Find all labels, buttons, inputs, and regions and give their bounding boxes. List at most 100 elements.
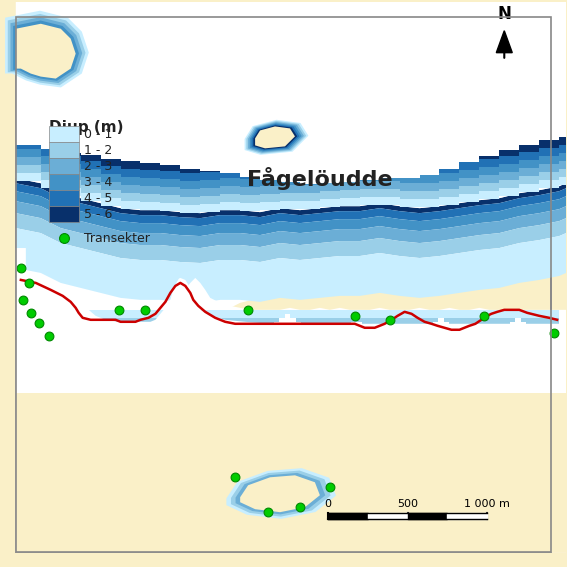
Bar	[160, 171, 180, 179]
Bar	[142, 326, 147, 334]
Bar	[345, 318, 350, 326]
Bar	[200, 180, 220, 188]
Bar	[340, 310, 345, 318]
Bar	[81, 185, 100, 193]
Bar	[340, 326, 345, 330]
Bar	[483, 326, 488, 334]
Bar	[559, 169, 566, 177]
Bar	[49, 326, 54, 334]
Bar	[539, 149, 559, 156]
Bar	[411, 310, 416, 318]
Bar	[49, 190, 79, 206]
Bar	[537, 310, 543, 318]
Bar	[307, 326, 312, 330]
Bar	[49, 174, 79, 190]
Bar	[519, 176, 539, 184]
Bar	[329, 310, 334, 318]
Bar	[41, 172, 61, 180]
Bar	[131, 318, 137, 326]
Bar	[488, 318, 493, 326]
Bar	[466, 334, 471, 338]
Bar	[543, 326, 548, 334]
Bar	[373, 310, 378, 318]
Bar	[479, 159, 500, 167]
Bar	[519, 152, 539, 160]
Bar	[43, 318, 49, 326]
Bar	[230, 310, 235, 318]
Bar	[71, 310, 76, 318]
Bar	[543, 310, 548, 318]
Bar	[466, 318, 471, 326]
Bar	[290, 310, 296, 318]
Bar	[471, 326, 477, 334]
Bar	[65, 334, 71, 338]
Bar	[400, 326, 405, 334]
Bar	[180, 310, 186, 318]
Bar	[16, 149, 41, 157]
Bar	[54, 310, 60, 318]
Bar	[380, 189, 400, 197]
Bar	[240, 179, 260, 187]
Bar	[241, 342, 246, 346]
Bar	[362, 318, 367, 326]
Bar	[220, 202, 240, 210]
Bar	[280, 185, 300, 193]
Polygon shape	[16, 248, 566, 552]
Bar	[539, 141, 559, 149]
Bar	[380, 181, 400, 189]
Bar	[246, 326, 252, 334]
Bar	[539, 172, 559, 180]
Bar	[373, 326, 378, 334]
Bar	[115, 326, 120, 334]
Bar	[459, 186, 479, 194]
Bar	[49, 342, 54, 350]
Bar	[274, 310, 280, 318]
Bar	[320, 199, 340, 207]
Bar	[104, 318, 109, 326]
Bar	[500, 156, 519, 164]
Bar	[553, 334, 559, 338]
Point	[295, 503, 304, 512]
Bar	[416, 326, 422, 334]
Bar	[500, 180, 519, 188]
Bar	[147, 334, 153, 342]
Bar	[60, 326, 65, 334]
Text: Djup (m): Djup (m)	[49, 120, 123, 136]
Bar	[459, 178, 479, 186]
Bar	[202, 318, 208, 326]
Bar	[400, 310, 405, 318]
Bar	[241, 326, 246, 334]
Bar	[252, 326, 257, 334]
Bar	[400, 334, 405, 342]
Bar	[92, 310, 98, 318]
Polygon shape	[10, 17, 82, 83]
Bar	[257, 318, 263, 326]
Bar	[411, 326, 416, 334]
Bar	[213, 310, 219, 318]
Point	[24, 278, 33, 287]
Bar	[208, 334, 213, 338]
Bar	[142, 350, 147, 354]
Bar	[263, 310, 268, 318]
Bar	[428, 310, 433, 318]
Bar	[61, 180, 81, 188]
Bar	[49, 126, 79, 142]
Bar	[230, 334, 235, 342]
Bar	[515, 310, 521, 318]
Text: 5 - 6: 5 - 6	[84, 208, 112, 221]
Bar	[137, 326, 142, 334]
Bar	[373, 318, 378, 326]
Bar	[477, 310, 483, 318]
Bar	[240, 177, 260, 179]
Bar	[141, 202, 160, 210]
Bar	[159, 326, 164, 334]
Bar	[350, 310, 356, 318]
Polygon shape	[255, 126, 295, 149]
Bar	[318, 334, 323, 338]
Bar	[81, 177, 100, 185]
Bar	[192, 318, 197, 326]
Bar	[553, 326, 559, 334]
Bar	[439, 168, 459, 173]
Bar	[147, 326, 153, 334]
Polygon shape	[250, 123, 302, 151]
